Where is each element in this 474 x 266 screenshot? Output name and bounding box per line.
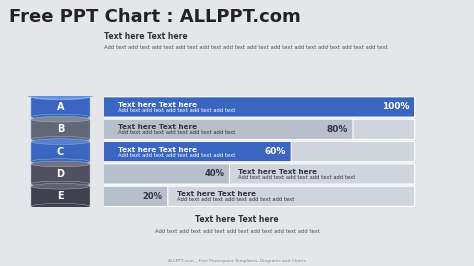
Text: 40%: 40% — [204, 169, 224, 178]
Ellipse shape — [31, 117, 90, 122]
Text: E: E — [57, 191, 64, 201]
Text: Text here Text here: Text here Text here — [176, 191, 255, 197]
Text: Text here Text here: Text here Text here — [195, 215, 279, 225]
Bar — [31, 119, 90, 139]
Ellipse shape — [31, 136, 90, 142]
FancyBboxPatch shape — [102, 142, 291, 162]
Ellipse shape — [31, 181, 90, 187]
Text: D: D — [56, 169, 64, 179]
Text: Add text add text add text add text add text: Add text add text add text add text add … — [176, 197, 294, 202]
Bar — [31, 186, 90, 206]
Text: Text here Text here: Text here Text here — [238, 169, 317, 175]
Ellipse shape — [31, 159, 90, 164]
Text: Add text add text add text add text add text: Add text add text add text add text add … — [238, 175, 356, 180]
FancyBboxPatch shape — [102, 142, 415, 162]
Ellipse shape — [31, 161, 90, 167]
Text: Text here Text here: Text here Text here — [104, 32, 188, 41]
Text: Add text add text add text add text add text: Add text add text add text add text add … — [118, 153, 236, 157]
FancyBboxPatch shape — [102, 97, 415, 117]
FancyBboxPatch shape — [102, 186, 168, 206]
Ellipse shape — [31, 184, 90, 189]
Ellipse shape — [27, 92, 93, 99]
Text: 20%: 20% — [143, 192, 163, 201]
FancyBboxPatch shape — [102, 164, 229, 184]
Text: 80%: 80% — [326, 125, 348, 134]
Text: ALLPPT.com _ Free Powerpoint Templates, Diagrams and Charts: ALLPPT.com _ Free Powerpoint Templates, … — [168, 259, 306, 263]
Text: Add text add text add text add text add text add text add text add text add text: Add text add text add text add text add … — [104, 45, 388, 50]
Ellipse shape — [31, 94, 90, 100]
FancyBboxPatch shape — [102, 119, 415, 139]
Ellipse shape — [31, 203, 90, 209]
FancyBboxPatch shape — [102, 97, 415, 117]
Ellipse shape — [31, 114, 90, 120]
FancyBboxPatch shape — [102, 119, 353, 139]
Ellipse shape — [31, 139, 90, 144]
Text: Add text add text add text add text add text add text add text: Add text add text add text add text add … — [155, 229, 319, 234]
Text: B: B — [57, 124, 64, 134]
Text: Text here Text here: Text here Text here — [118, 102, 197, 108]
FancyBboxPatch shape — [102, 164, 415, 184]
Text: Add text add text add text add text add text: Add text add text add text add text add … — [118, 108, 236, 113]
Text: C: C — [57, 147, 64, 157]
Text: Text here Text here: Text here Text here — [118, 147, 197, 153]
Text: A: A — [57, 102, 64, 112]
Bar — [31, 164, 90, 184]
Text: 60%: 60% — [264, 147, 286, 156]
Bar — [31, 142, 90, 162]
Text: Free PPT Chart : ALLPPT.com: Free PPT Chart : ALLPPT.com — [9, 8, 301, 26]
Text: 100%: 100% — [382, 102, 410, 111]
Bar — [31, 97, 90, 117]
Text: Text here Text here: Text here Text here — [118, 124, 197, 130]
Text: Add text add text add text add text add text: Add text add text add text add text add … — [118, 130, 236, 135]
FancyBboxPatch shape — [102, 186, 415, 206]
